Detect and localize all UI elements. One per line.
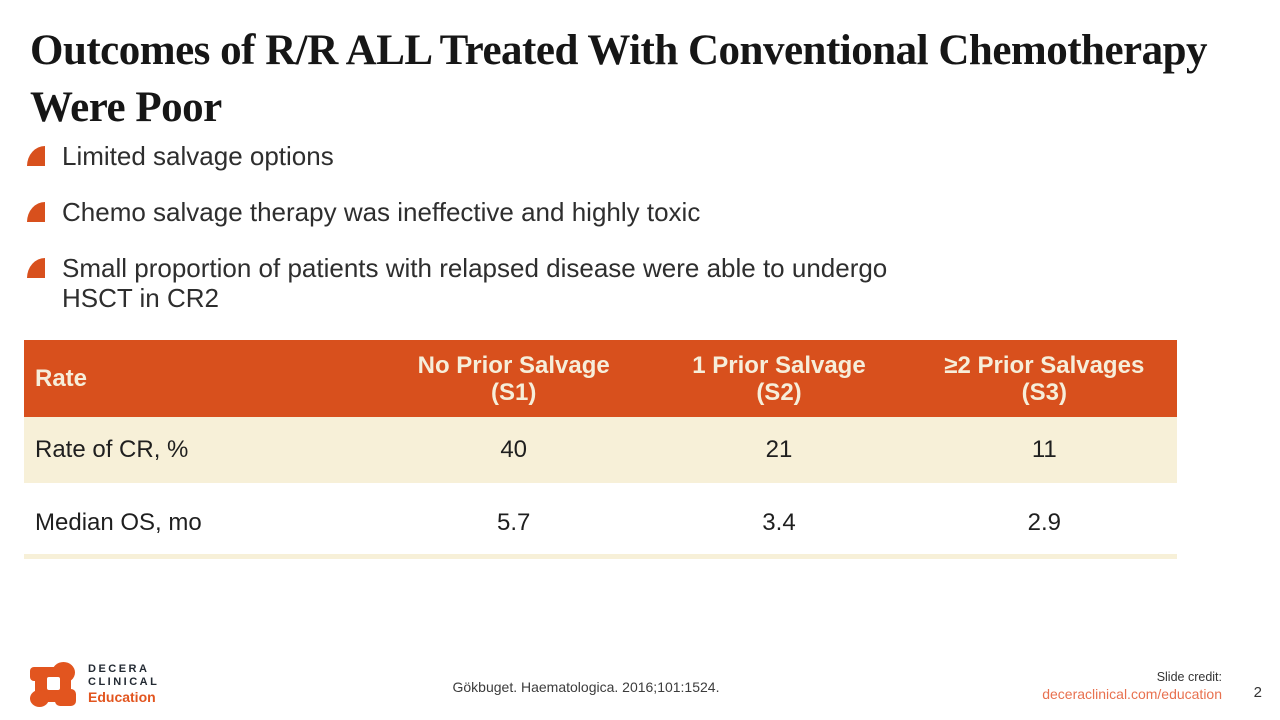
title-line-1: Outcomes of R/R ALL Treated With Convent… — [30, 27, 1208, 74]
header-line: (S3) — [1021, 378, 1067, 406]
outcomes-table: Rate No Prior Salvage (S1) 1 Prior Salva… — [24, 340, 1177, 559]
decera-logo-icon — [30, 662, 76, 707]
table-row: Rate of CR, % 40 21 11 — [24, 417, 1177, 483]
bullet-text-line-2: HSCT in CR2 — [62, 283, 220, 313]
bullet-text: Chemo salvage therapy was ineffective an… — [62, 197, 701, 227]
logo-line-decera: DECERA — [88, 663, 150, 675]
cell-value: 11 — [1031, 436, 1057, 463]
page-number: 2 — [1253, 684, 1262, 701]
table-header-row: Rate No Prior Salvage (S1) 1 Prior Salva… — [24, 340, 1177, 417]
logo-line-clinical: CLINICAL — [88, 676, 160, 688]
slide-credit-link[interactable]: deceraclinical.com/education — [1042, 686, 1222, 702]
page-title: Outcomes of R/R ALL Treated With Convent… — [30, 22, 1208, 136]
header-line: (S2) — [756, 378, 802, 406]
table-row: Median OS, mo 5.7 3.4 2.9 — [24, 492, 1177, 554]
header-cell-rate: Rate — [35, 365, 88, 392]
table-bottom-border — [24, 554, 1177, 559]
cell-value: 5.7 — [496, 509, 531, 536]
row-label: Median OS, mo — [35, 509, 202, 536]
cell-value: 3.4 — [762, 509, 796, 536]
bullet-marker-icon — [27, 258, 45, 278]
decera-logo: DECERA CLINICAL Education — [30, 662, 159, 707]
header-cell-2plus-prior-salvages: ≥2 Prior Salvages (S3) — [912, 352, 1177, 406]
bullet-list: Limited salvage options Chemo salvage th… — [27, 141, 1250, 339]
bullet-marker-icon — [27, 202, 45, 222]
slide-credit-label: Slide credit: — [1156, 670, 1222, 684]
cell-value: 21 — [765, 436, 793, 463]
header-line: 1 Prior Salvage — [692, 351, 866, 379]
bullet-item: Small proportion of patients with relaps… — [27, 253, 1250, 313]
slide-credit: Slide credit: deceraclinical.com/educati… — [1042, 670, 1222, 703]
bullet-marker-icon — [27, 146, 45, 166]
cell-value: 2.9 — [1027, 509, 1061, 536]
cell-value: 40 — [500, 436, 528, 463]
logo-line-education: Education — [88, 689, 156, 705]
header-cell-no-prior-salvage: No Prior Salvage (S1) — [381, 352, 646, 406]
header-line: No Prior Salvage — [417, 351, 610, 379]
title-line-2: Were Poor — [30, 84, 222, 131]
bullet-item: Chemo salvage therapy was ineffective an… — [27, 197, 1250, 227]
bullet-text-line-1: Small proportion of patients with relaps… — [62, 253, 888, 283]
header-line: (S1) — [490, 378, 537, 406]
citation-text: Gökbuget. Haematologica. 2016;101:1524. — [452, 679, 720, 695]
header-cell-1-prior-salvage: 1 Prior Salvage (S2) — [646, 352, 911, 406]
row-label: Rate of CR, % — [35, 436, 189, 463]
bullet-text: Limited salvage options — [62, 141, 334, 171]
logo-text: DECERA CLINICAL Education — [88, 663, 159, 706]
header-line: ≥2 Prior Salvages — [944, 351, 1145, 379]
bullet-item: Limited salvage options — [27, 141, 1250, 171]
bullet-text: Small proportion of patients with relaps… — [62, 253, 887, 313]
